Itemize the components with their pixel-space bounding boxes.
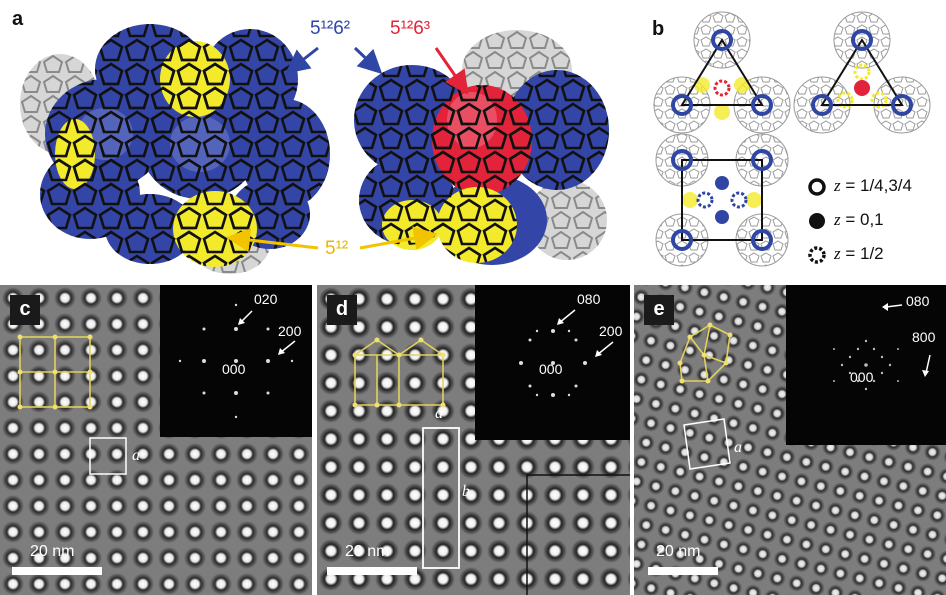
cage-label-5-12: 5¹² [325, 238, 349, 259]
panel-c-cell-label: a [132, 447, 140, 464]
panel-e-tem-image: 080 800 000 e a 20 nm [634, 285, 946, 595]
legend-text-3: z = 1/2 [834, 244, 884, 263]
fft-d-label-200: 200 [599, 323, 623, 339]
fft-c-label-200: 200 [278, 323, 302, 339]
overlay-c [12, 334, 127, 575]
panel-a-label: a [12, 8, 24, 30]
panel-a: a [0, 0, 640, 285]
fft-e-label-000: 000 [850, 369, 874, 385]
panel-d-cell-label-b: b [462, 483, 470, 500]
cage-label-5-12-6-3: 5¹²6³ [390, 18, 431, 39]
panel-c-tem-image: 020 200 000 c a 20 nm [0, 285, 312, 595]
panel-e-cell-label: a [734, 439, 742, 456]
panel-c-fft: 020 200 000 [160, 285, 312, 437]
panel-d-fft: 080 200 000 [475, 285, 630, 440]
panel-b-label: b [652, 18, 665, 40]
fft-c-label-000: 000 [222, 361, 246, 377]
fft-c-label-020: 020 [254, 291, 278, 307]
panel-d-scale-label: 20 nm [345, 543, 390, 560]
triangle-projection-2 [793, 11, 931, 134]
panel-e-fft: 080 800 000 [786, 285, 946, 445]
panel-d-cell-label-a: a [435, 405, 443, 422]
fft-e-label-800: 800 [912, 329, 936, 345]
fft-d-label-000: 000 [539, 361, 563, 377]
square-projection [655, 133, 789, 267]
legend-open-circle [808, 178, 826, 196]
panel-d-tem-image: 080 200 000 d a b 20 nm [317, 285, 630, 595]
overlay-d [327, 337, 630, 595]
legend-filled-circle [809, 213, 825, 229]
panel-c-label: c [10, 295, 40, 325]
panel-b: b [640, 0, 946, 285]
triangle-projection-1 [653, 11, 791, 134]
overlay-e [648, 322, 733, 575]
panel-c-scale-label: 20 nm [30, 543, 75, 560]
legend-text-2: z = 0,1 [834, 210, 884, 229]
clathrate-cluster-right [354, 30, 609, 265]
cage-label-5-12-6-2: 5¹²6² [310, 18, 351, 39]
panel-e-scale-label: 20 nm [656, 543, 701, 560]
legend-dashed-circle [808, 246, 826, 264]
fft-e-label-080: 080 [906, 293, 930, 309]
clathrate-cluster-left [20, 24, 330, 274]
panel-e-label: e [644, 295, 674, 325]
cage-arrows [226, 46, 469, 252]
fft-d-label-080: 080 [577, 291, 601, 307]
panel-d-label: d [327, 295, 357, 325]
projection-diagrams [653, 11, 931, 267]
legend-text-1: z = 1/4,3/4 [834, 176, 912, 195]
